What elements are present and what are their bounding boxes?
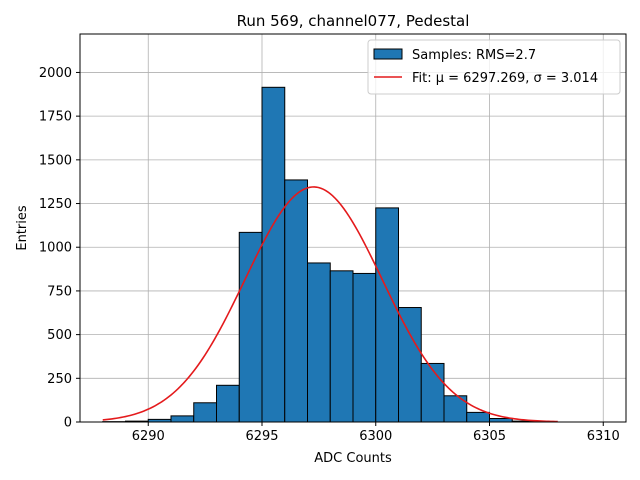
x-tick-label: 6305 [473,429,506,444]
x-tick-label: 6310 [587,429,620,444]
legend-fit-label: Fit: μ = 6297.269, σ = 3.014 [412,71,598,86]
y-tick-label: 2000 [39,66,72,81]
y-axis-label: Entries [15,205,30,251]
legend-box [367,39,621,95]
y-tick-label: 1000 [39,241,72,256]
axis-ticks: 6290 6295 6300 6305 6310 0 250 500 750 1000 1250 15… [39,66,620,444]
plot-frame [79,33,627,423]
x-tick-label: 6290 [132,429,165,444]
histogram-bar [284,179,308,423]
histogram-bar [238,231,263,423]
legend-histogram-swatch [373,48,403,60]
histogram-bar [489,418,513,423]
x-tick-label: 6300 [359,429,392,444]
histogram-bar [352,272,377,423]
histogram-bar [329,270,354,423]
histogram-bar [375,207,399,423]
histogram-bar [398,307,422,423]
histogram-bar [420,362,445,423]
chart-title: Run 569, channel077, Pedestal [237,12,470,30]
x-axis-label: ADC Counts [314,451,392,466]
y-tick-label: 1250 [39,197,72,212]
legend-histogram-label: Samples: RMS=2.7 [412,48,536,63]
y-tick-label: 500 [47,328,72,343]
legend: Samples: RMS=2.7 Fit: μ = 6297.269, σ = … [367,39,621,95]
histogram-bar [216,384,240,423]
histogram-bar [170,415,195,423]
y-tick-label: 1500 [39,153,72,168]
histogram-bar [261,86,286,423]
fit-curve-group [102,186,558,423]
x-tick-label: 6295 [245,429,278,444]
y-tick-label: 1750 [39,110,72,125]
y-tick-label: 250 [47,372,72,387]
histogram-bar [466,411,490,423]
fit-curve [102,186,558,423]
y-tick-label: 0 [64,416,72,431]
histogram-bar [193,402,217,423]
y-tick-label: 750 [47,284,72,299]
histogram-bar [307,262,331,423]
histogram-bars [102,86,536,423]
